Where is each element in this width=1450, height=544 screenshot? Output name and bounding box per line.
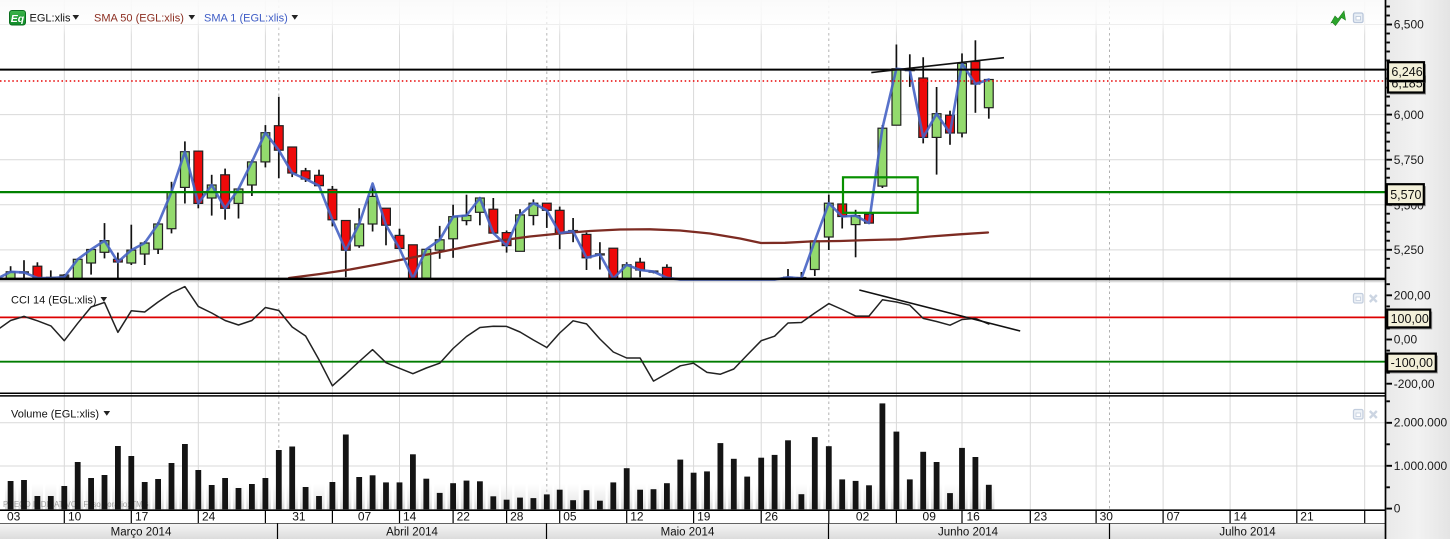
svg-text:24: 24 [202,510,216,524]
svg-text:-200,00: -200,00 [1394,377,1435,391]
svg-text:SMA 50 (EGL:xlis): SMA 50 (EGL:xlis) [94,12,184,24]
svg-text:16: 16 [967,510,981,524]
svg-text:21: 21 [1300,510,1314,524]
svg-text:Eq: Eq [11,13,25,25]
svg-text:02: 02 [856,510,870,524]
svg-text:14: 14 [403,510,417,524]
svg-text:Junho 2014: Junho 2014 [938,527,999,539]
svg-text:-100,00: -100,00 [1391,356,1433,370]
svg-text:Março 2014: Março 2014 [111,527,172,539]
svg-text:31: 31 [292,510,306,524]
svg-text:Maio 2014: Maio 2014 [661,527,715,539]
svg-text:6,000: 6,000 [1394,108,1424,122]
svg-text:03: 03 [7,510,21,524]
svg-text:EGL:xlis: EGL:xlis [30,12,71,24]
svg-text:10: 10 [68,510,82,524]
svg-text:6,246: 6,246 [1391,65,1422,79]
svg-text:0: 0 [1394,502,1401,516]
svg-text:09: 09 [923,510,937,524]
svg-text:14: 14 [1234,510,1248,524]
svg-text:23: 23 [1034,510,1048,524]
svg-text:200,00: 200,00 [1394,289,1431,303]
svg-text:05: 05 [563,510,577,524]
svg-text:30: 30 [1100,510,1114,524]
svg-text:5,750: 5,750 [1394,153,1424,167]
svg-text:07: 07 [1167,510,1181,524]
svg-text:19: 19 [697,510,711,524]
svg-text:100,00: 100,00 [1391,312,1429,326]
svg-text:12: 12 [630,510,644,524]
svg-text:CCI 14 (EGL:xlis): CCI 14 (EGL:xlis) [11,294,97,306]
svg-text:5,250: 5,250 [1394,243,1424,257]
svg-text:22: 22 [457,510,471,524]
svg-text:Abril 2014: Abril 2014 [386,527,438,539]
svg-text:SMA 1 (EGL:xlis): SMA 1 (EGL:xlis) [204,12,288,24]
svg-text:17: 17 [135,510,149,524]
svg-text:2.000.000: 2.000.000 [1394,416,1448,430]
svg-text:1.000.000: 1.000.000 [1394,459,1448,473]
svg-text:28: 28 [510,510,524,524]
svg-text:0,00: 0,00 [1394,333,1418,347]
svg-text:5,570: 5,570 [1390,188,1421,202]
svg-text:Julho 2014: Julho 2014 [1219,527,1276,539]
svg-text:07: 07 [358,510,372,524]
svg-text:26: 26 [765,510,779,524]
svg-text:6,500: 6,500 [1394,18,1424,32]
svg-text:Volume (EGL:xlis): Volume (EGL:xlis) [11,408,99,420]
